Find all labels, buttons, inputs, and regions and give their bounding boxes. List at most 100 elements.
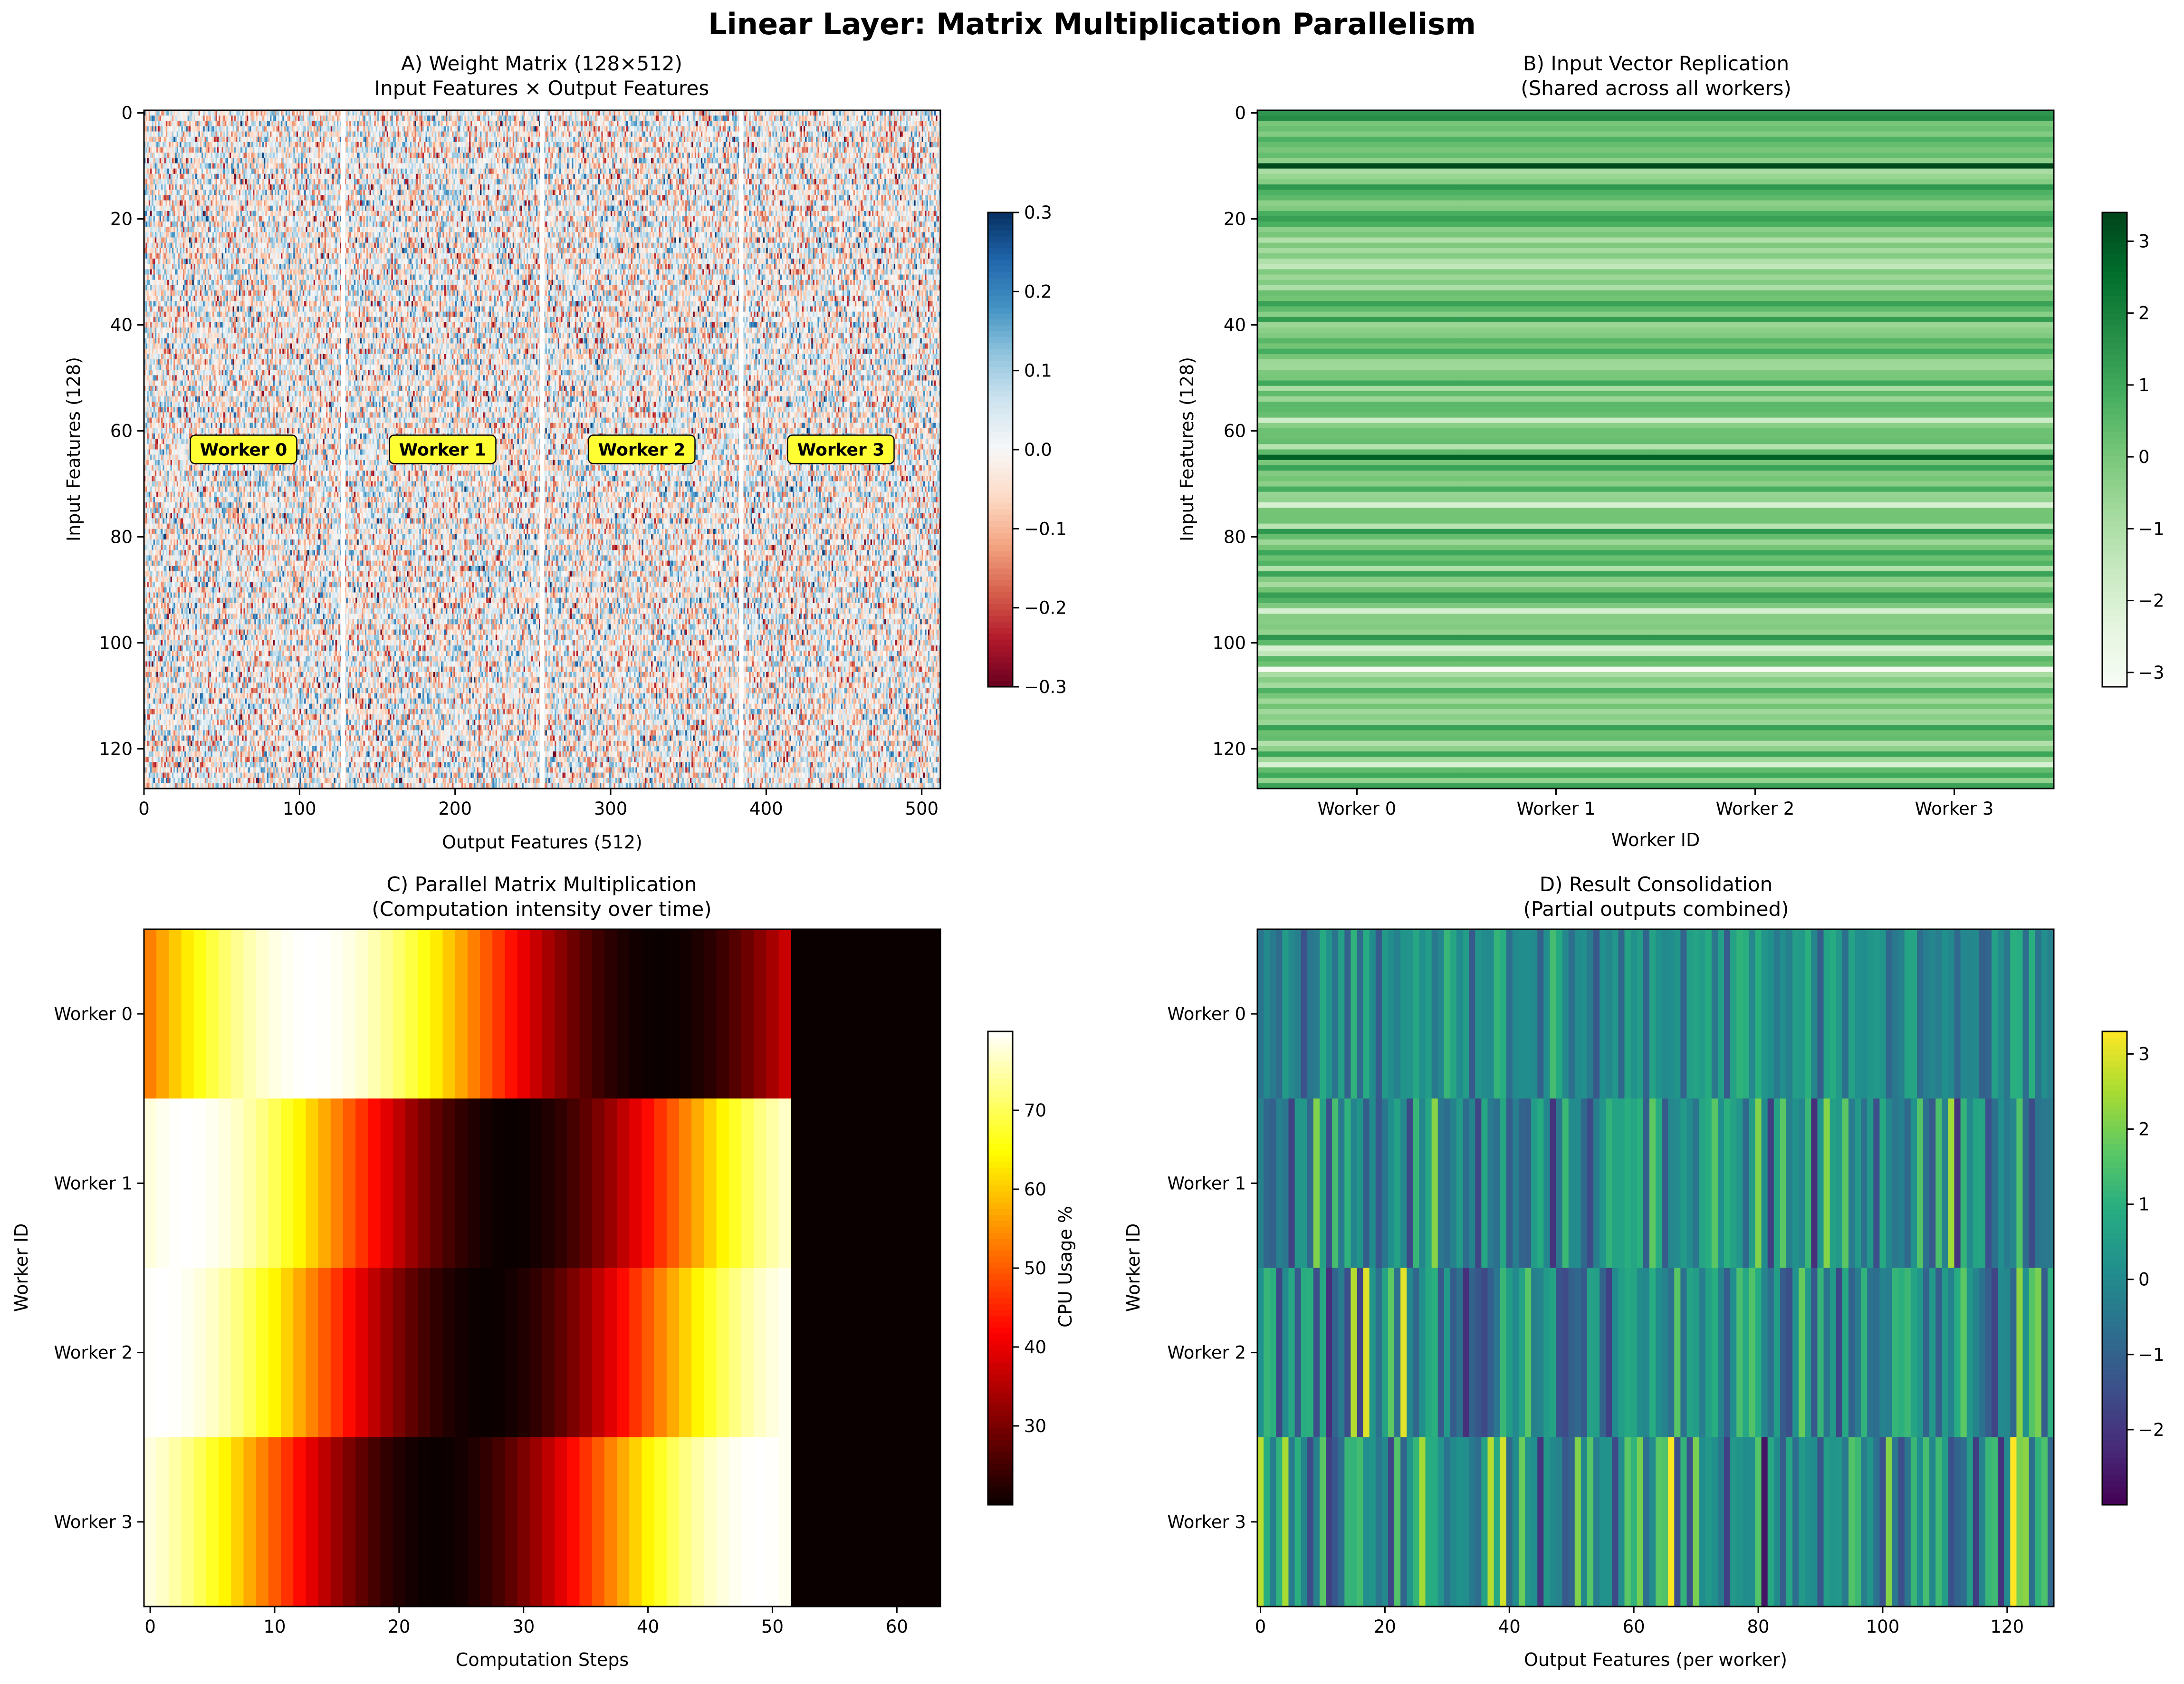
matrix-cell xyxy=(856,110,858,116)
matrix-cell xyxy=(765,126,766,132)
matrix-cell xyxy=(774,126,776,132)
matrix-cell xyxy=(436,126,438,132)
matrix-cell xyxy=(270,110,272,116)
matrix-cell xyxy=(464,126,466,132)
matrix-cell xyxy=(481,126,483,132)
matrix-cell xyxy=(407,126,409,132)
matrix-cell xyxy=(676,121,678,126)
matrix-cell xyxy=(268,121,270,126)
matrix-cell xyxy=(290,110,292,116)
matrix-cell xyxy=(424,126,426,132)
matrix-cell xyxy=(416,121,418,126)
matrix-cell xyxy=(491,110,493,116)
matrix-cell xyxy=(331,121,333,126)
matrix-cell xyxy=(663,110,665,116)
matrix-cell xyxy=(656,121,658,126)
matrix-cell xyxy=(628,110,630,116)
matrix-cell xyxy=(147,121,149,126)
matrix-cell xyxy=(503,110,505,116)
matrix-cell xyxy=(488,110,489,116)
matrix-cell xyxy=(186,126,188,132)
matrix-cell xyxy=(880,115,881,121)
matrix-cell xyxy=(327,121,329,126)
matrix-cell xyxy=(789,126,791,132)
matrix-cell xyxy=(449,126,451,132)
matrix-cell xyxy=(230,121,231,126)
matrix-cell xyxy=(240,121,242,126)
matrix-cell xyxy=(757,115,759,121)
matrix-cell xyxy=(723,115,725,121)
matrix-cell xyxy=(245,110,247,116)
matrix-cell xyxy=(287,121,289,126)
matrix-cell xyxy=(259,115,261,121)
matrix-cell xyxy=(547,110,549,116)
matrix-cell xyxy=(704,126,706,132)
matrix-cell xyxy=(327,115,329,121)
matrix-cell xyxy=(569,110,571,116)
matrix-cell xyxy=(530,110,532,116)
matrix-cell xyxy=(530,115,532,121)
matrix-cell xyxy=(618,110,620,116)
matrix-cell xyxy=(892,115,894,121)
matrix-cell xyxy=(706,110,708,116)
matrix-cell xyxy=(528,110,530,116)
matrix-cell xyxy=(415,115,417,121)
matrix-cell xyxy=(248,126,250,132)
matrix-cell xyxy=(381,121,383,126)
matrix-cell xyxy=(643,110,645,116)
matrix-cell xyxy=(203,110,205,116)
matrix-cell xyxy=(565,115,567,121)
matrix-cell xyxy=(325,115,326,121)
matrix-cell xyxy=(622,110,623,116)
matrix-cell xyxy=(205,121,207,126)
matrix-cell xyxy=(691,110,693,116)
matrix-cell xyxy=(937,121,939,126)
matrix-cell xyxy=(167,110,169,116)
matrix-cell xyxy=(172,115,174,121)
matrix-cell xyxy=(376,126,378,132)
matrix-cell xyxy=(824,115,825,121)
matrix-cell xyxy=(785,126,787,132)
matrix-cell xyxy=(931,110,933,116)
matrix-cell xyxy=(413,121,415,126)
matrix-cell xyxy=(623,110,625,116)
matrix-cell xyxy=(718,110,720,116)
matrix-cell xyxy=(752,110,754,116)
matrix-cell xyxy=(429,121,431,126)
matrix-cell xyxy=(891,115,892,121)
matrix-cell xyxy=(603,110,605,116)
matrix-cell xyxy=(310,110,312,116)
matrix-cell xyxy=(780,110,782,116)
matrix-cell xyxy=(779,126,781,132)
matrix-cell xyxy=(509,115,511,121)
matrix-cell xyxy=(275,110,277,116)
matrix-cell xyxy=(366,121,368,126)
matrix-cell xyxy=(561,126,563,132)
matrix-cell xyxy=(799,115,801,121)
matrix-cell xyxy=(279,121,281,126)
matrix-cell xyxy=(710,121,712,126)
matrix-cell xyxy=(458,126,460,132)
matrix-cell xyxy=(450,110,452,116)
matrix-cell xyxy=(589,126,591,132)
matrix-cell xyxy=(746,110,748,116)
matrix-cell xyxy=(489,126,491,132)
matrix-cell xyxy=(603,121,605,126)
matrix-cell xyxy=(381,115,383,121)
matrix-cell xyxy=(516,110,517,116)
matrix-cell xyxy=(216,110,218,116)
matrix-cell xyxy=(468,126,469,132)
matrix-cell xyxy=(382,126,384,132)
matrix-cell xyxy=(864,121,866,126)
matrix-cell xyxy=(768,121,770,126)
matrix-cell xyxy=(175,115,177,121)
matrix-cell xyxy=(897,115,899,121)
matrix-cell xyxy=(606,115,608,121)
matrix-cell xyxy=(220,126,222,132)
matrix-cell xyxy=(853,110,855,116)
matrix-cell xyxy=(418,121,420,126)
matrix-cell xyxy=(567,115,569,121)
matrix-cell xyxy=(228,115,230,121)
matrix-cell xyxy=(862,110,864,116)
matrix-cell xyxy=(928,110,930,116)
